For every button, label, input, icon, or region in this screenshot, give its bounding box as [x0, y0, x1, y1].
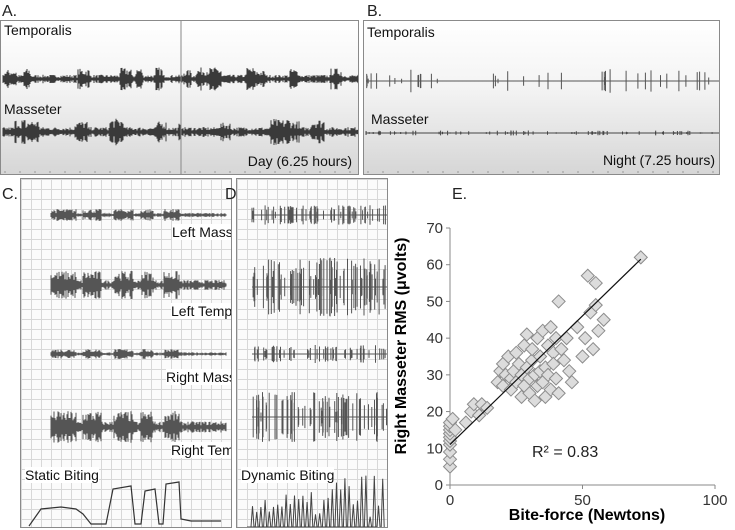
- x-axis-title: Bite-force (Newtons): [509, 507, 665, 524]
- night-emg-panel: Temporalis Masseter Night (7.25 hours): [363, 20, 720, 175]
- scatter-point: [551, 386, 566, 401]
- scatter-point: [442, 444, 458, 460]
- scatter-point: [524, 341, 540, 357]
- scatter-point: [543, 382, 558, 397]
- scatter-point: [588, 275, 603, 291]
- x-tick-label: 50: [574, 492, 591, 509]
- y-tick-label: 30: [426, 367, 443, 384]
- emg-trace: [50, 349, 227, 359]
- y-axis-title: Right Masseter RMS (μvolts): [393, 238, 410, 455]
- emg-trace: [50, 209, 227, 221]
- day-duration-label: Day (6.25 hours): [247, 153, 352, 169]
- scatter-point: [596, 312, 611, 327]
- scatter-point: [575, 349, 590, 364]
- scatter-point: [577, 330, 593, 346]
- scatter-point: [543, 319, 558, 335]
- scatter-point: [562, 363, 577, 379]
- static-biting-label: Static Biting: [25, 467, 99, 483]
- emg-trace: [50, 411, 227, 443]
- scatter-point: [448, 422, 463, 438]
- y-tick-label: 0: [435, 477, 443, 494]
- emg-trace: [252, 392, 387, 442]
- masseter-label: Masseter: [371, 111, 429, 127]
- emg-trace: [252, 257, 387, 317]
- day-emg-traces: [2, 21, 358, 174]
- panel-a-letter: A.: [2, 3, 18, 20]
- panel-b-letter: B.: [367, 3, 383, 20]
- scatter-point: [527, 393, 543, 408]
- scatter-point: [548, 330, 564, 346]
- time-axis-ticks: [367, 171, 714, 173]
- left-masseter-label: Left Masseter: [172, 224, 231, 240]
- scatter-point: [588, 297, 603, 313]
- y-tick-label: 60: [426, 257, 443, 274]
- y-tick-label: 50: [426, 293, 443, 310]
- x-tick-label: 100: [702, 492, 727, 509]
- scatter-point: [548, 371, 564, 386]
- static-biting-traces: [28, 209, 227, 527]
- scatter-point: [559, 330, 574, 346]
- scatter-point: [458, 415, 474, 430]
- static-biting-panel: Left Masseter Left Temporalis Right Mass…: [20, 178, 232, 528]
- masseter-label: Masseter: [4, 101, 62, 117]
- emg-trace: [50, 271, 227, 299]
- day-emg-panel: Temporalis Masseter Day (6.25 hours): [0, 20, 359, 175]
- emg-trace: [365, 130, 719, 136]
- night-duration-label: Night (7.25 hours): [602, 152, 715, 168]
- scatter-point: [580, 268, 596, 283]
- r-squared-annotation: R² = 0.83: [532, 444, 598, 461]
- emg-trace: [2, 118, 358, 146]
- scatter-point: [556, 352, 572, 368]
- left-temporalis-label: Left Temporalis: [171, 303, 231, 319]
- y-tick-label: 40: [426, 330, 443, 347]
- y-tick-label: 20: [426, 404, 443, 421]
- dynamic-force-trace: [247, 475, 385, 527]
- scatter-point: [633, 250, 649, 265]
- scatter-point: [516, 338, 532, 353]
- scatter-point: [471, 408, 487, 423]
- dynamic-biting-panel: Dynamic Biting: [236, 178, 388, 528]
- scatter-point: [564, 374, 580, 390]
- emg-trace: [251, 205, 387, 225]
- temporalis-label: Temporalis: [367, 24, 435, 40]
- panel-c-letter: C.: [2, 186, 18, 203]
- y-tick-label: 70: [426, 220, 443, 237]
- night-emg-traces: [365, 69, 719, 173]
- right-temporalis-label: Right Temporalis: [171, 442, 231, 458]
- trendline: [449, 258, 642, 446]
- panel-e-letter: E.: [452, 186, 468, 203]
- dynamic-biting-traces: [247, 205, 387, 527]
- scatter-point: [585, 341, 601, 357]
- emg-trace: [366, 69, 719, 93]
- static-force-trace: [28, 481, 221, 527]
- x-tick-label: 0: [446, 492, 454, 509]
- time-axis-ticks: [4, 171, 351, 173]
- right-masseter-label: Right Masseter: [166, 369, 231, 385]
- scatter-point: [442, 452, 458, 467]
- dynamic-biting-label: Dynamic Biting: [241, 467, 335, 483]
- scatter-point: [551, 294, 566, 309]
- emg-trace: [2, 67, 358, 91]
- scatter-point: [591, 323, 606, 339]
- scatter-point: [546, 356, 561, 372]
- scatter-point: [519, 327, 535, 342]
- scatter-point: [569, 319, 585, 335]
- scatter-point: [442, 459, 458, 474]
- temporalis-label: Temporalis: [4, 22, 72, 38]
- y-tick-label: 10: [426, 440, 443, 457]
- emg-trace: [252, 345, 387, 363]
